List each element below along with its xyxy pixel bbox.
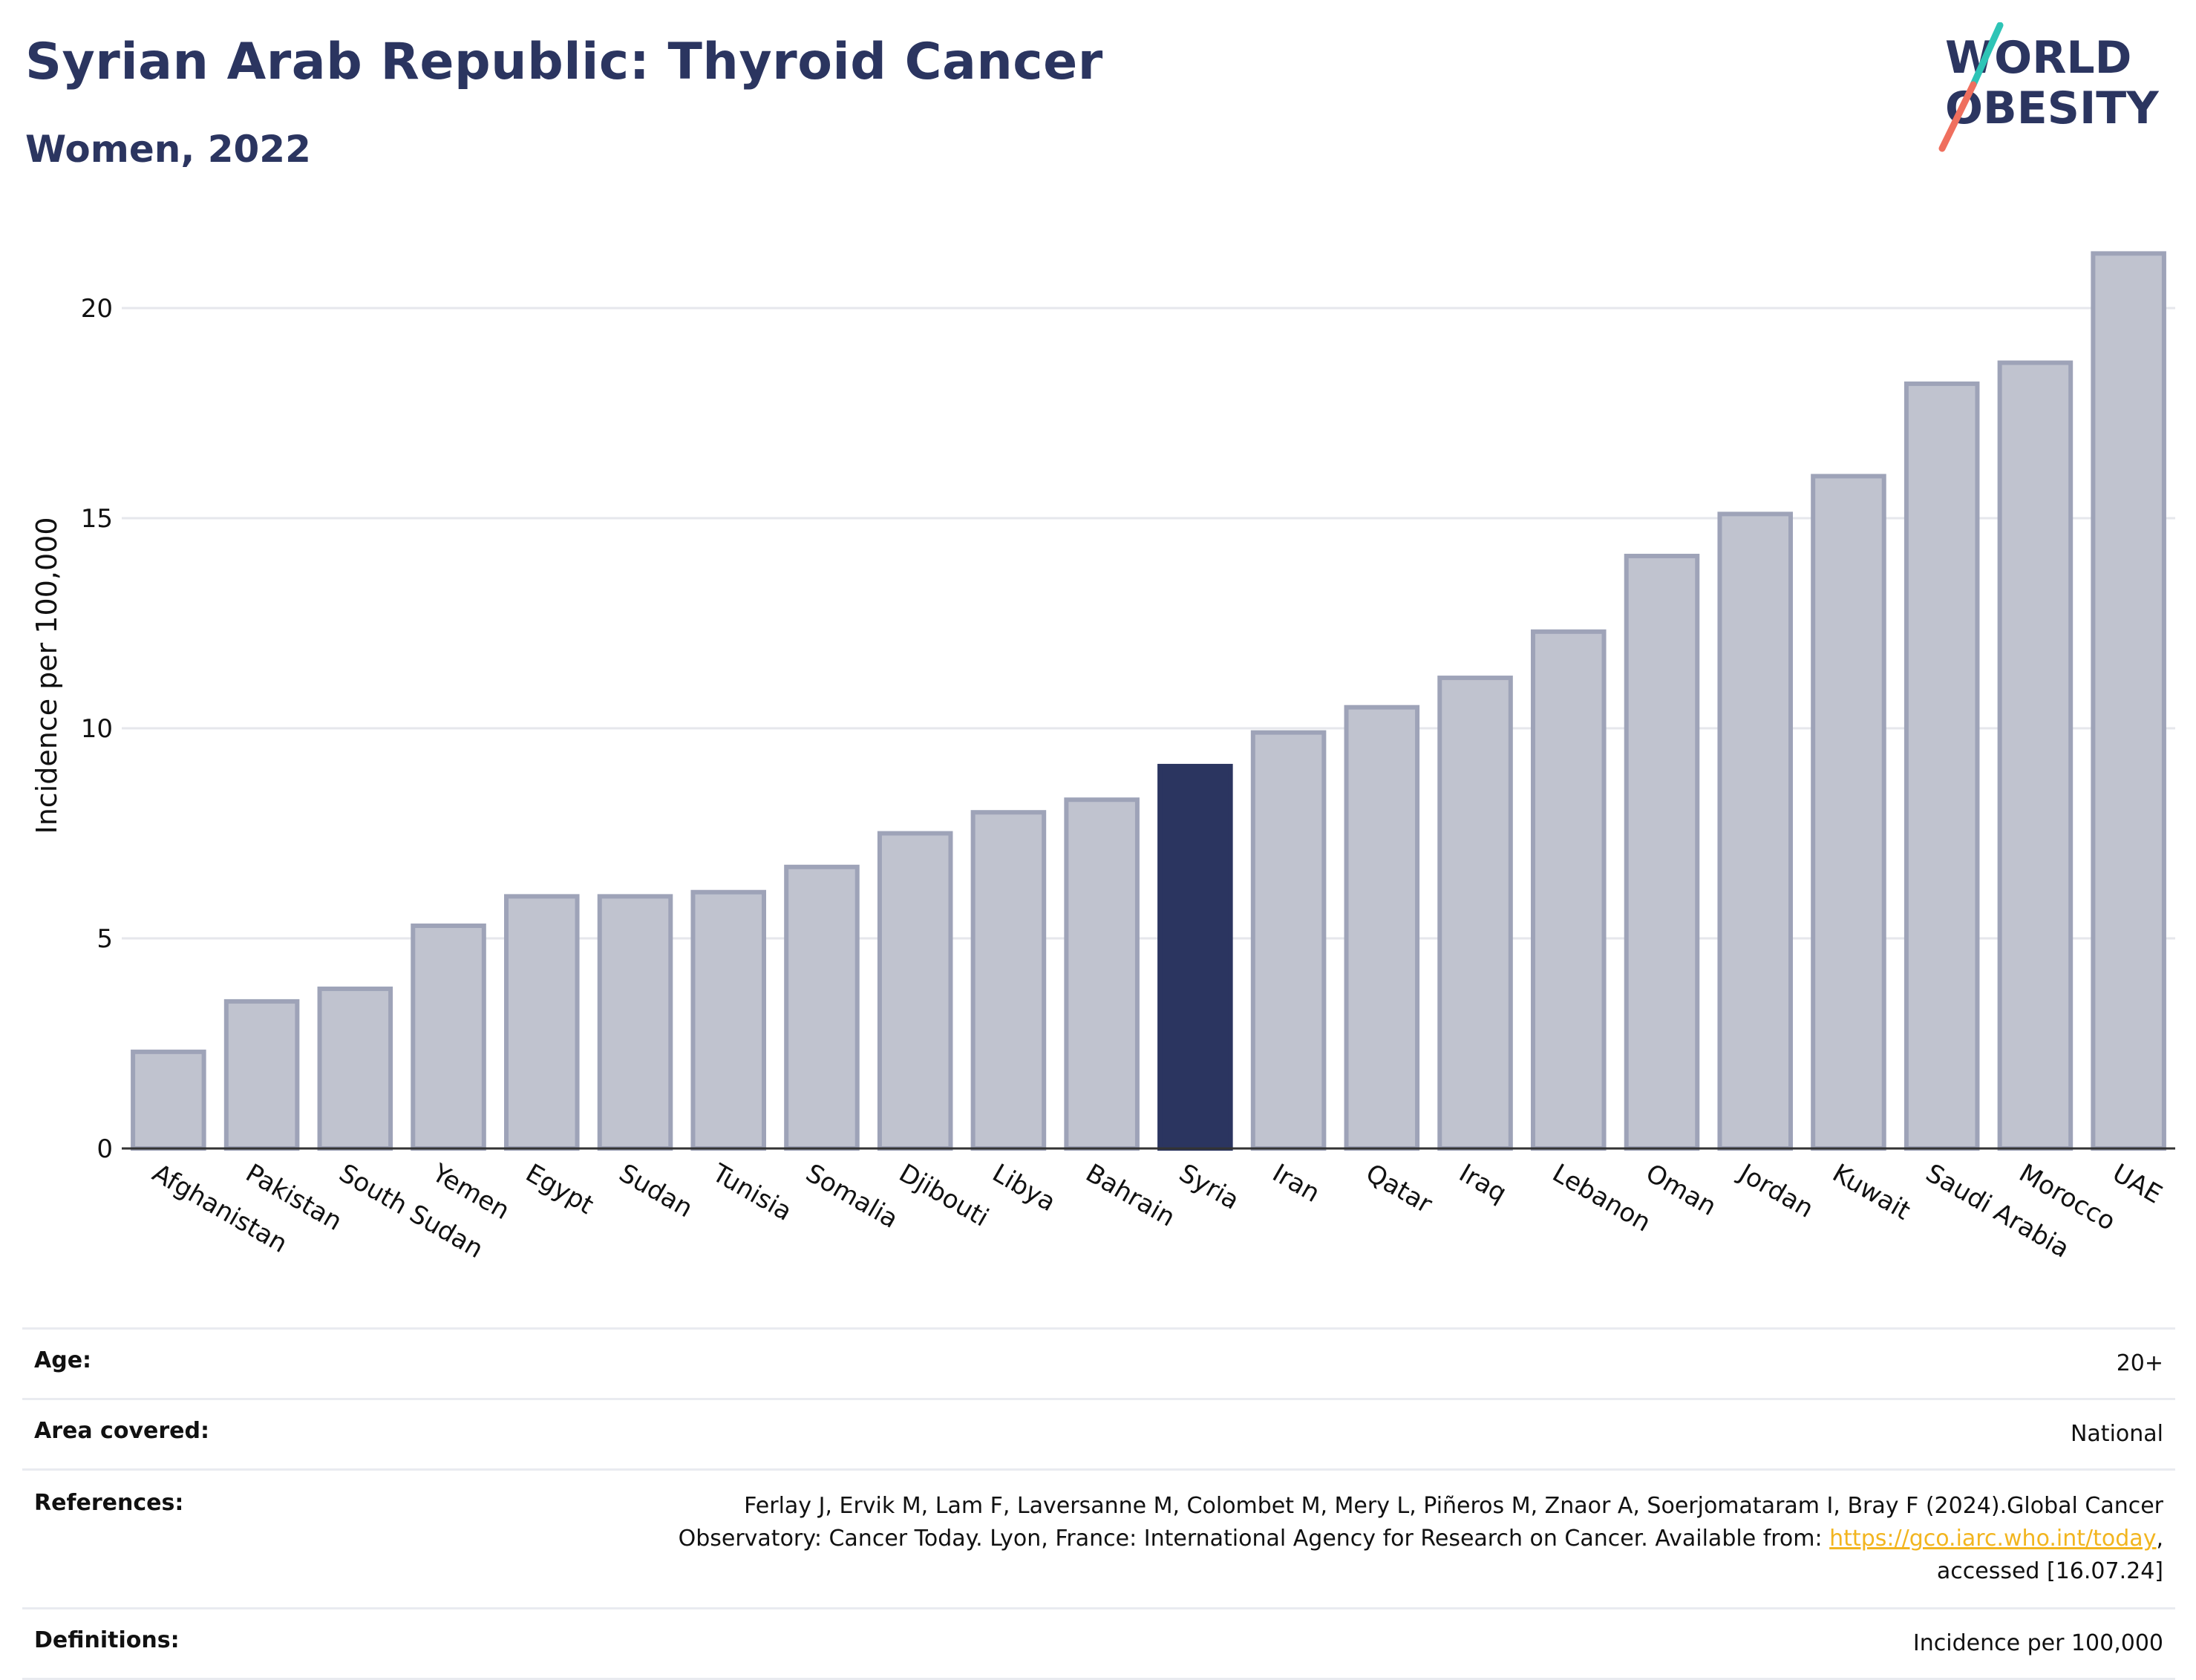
- x-tick-label: Sudan: [614, 1158, 698, 1223]
- logo-slash-top: [1970, 22, 2004, 88]
- logo-line-2: OBESITY: [1945, 82, 2160, 134]
- bar-afghanistan: [131, 1049, 206, 1151]
- x-tick-label: Qatar: [1361, 1158, 1437, 1220]
- x-tick-label: Libya: [987, 1158, 1061, 1217]
- x-tick-label: Iraq: [1454, 1158, 1512, 1209]
- bar-djibouti: [877, 831, 953, 1151]
- x-tick-label: Lebanon: [1547, 1158, 1656, 1238]
- y-axis: 0 5 10 15 20: [81, 294, 113, 1164]
- bar-pakistan: [223, 998, 300, 1151]
- bar-bahrain: [1064, 797, 1140, 1151]
- x-tick-label: Somalia: [800, 1158, 903, 1235]
- x-tick-label: Egypt: [520, 1158, 598, 1220]
- bar-syria: [1157, 763, 1233, 1151]
- logo-slash-bottom: [1938, 81, 1977, 152]
- definitions-value: Incidence per 100,000: [1912, 1630, 2163, 1656]
- y-tick-label: 5: [97, 924, 113, 954]
- bar-saudi-arabia: [1903, 381, 1980, 1151]
- y-tick-label: 15: [81, 504, 113, 534]
- references-line-1: Ferlay J, Ervik M, Lam F, Laversanne M, …: [744, 1493, 2163, 1519]
- bar-lebanon: [1530, 629, 1607, 1151]
- bar-libya: [970, 810, 1047, 1151]
- info-row-area: Area covered: National: [22, 1398, 2175, 1468]
- bar-uae: [2091, 251, 2166, 1151]
- x-tick-label: Kuwait: [1827, 1158, 1915, 1226]
- y-tick-label: 0: [97, 1134, 113, 1164]
- age-value: 20+: [2116, 1350, 2163, 1376]
- bar-yemen: [411, 924, 486, 1151]
- y-axis-title: Incidence per 100,000: [30, 517, 63, 834]
- bar-somalia: [784, 864, 860, 1151]
- references-line-2: Observatory: Cancer Today. Lyon, France:…: [678, 1526, 1830, 1552]
- definitions-label: Definitions:: [34, 1627, 180, 1653]
- bar-morocco: [1997, 360, 2074, 1151]
- y-tick-label: 10: [81, 714, 113, 744]
- age-label: Age:: [34, 1347, 92, 1373]
- references-line-2-end: ,: [2156, 1526, 2163, 1552]
- world-obesity-logo: WORLD OBESITY: [1938, 22, 2160, 152]
- info-row-age: Age: 20+: [22, 1327, 2175, 1398]
- bar-iraq: [1437, 676, 1513, 1151]
- references-link[interactable]: https://gco.iarc.who.int/today: [1829, 1526, 2157, 1552]
- x-tick-label: Jordan: [1733, 1157, 1818, 1224]
- x-tick-label: Syria: [1174, 1158, 1244, 1216]
- x-tick-label: Bahrain: [1081, 1158, 1180, 1232]
- info-table: Age: 20+ Area covered: National Referenc…: [22, 1327, 2175, 1680]
- references-value: Ferlay J, Ervik M, Lam F, Laversanne M, …: [679, 1490, 2163, 1588]
- x-tick-label: Iran: [1267, 1158, 1324, 1209]
- area-value: National: [2070, 1421, 2163, 1447]
- bar-kuwait: [1811, 474, 1886, 1151]
- references-label: References:: [34, 1490, 184, 1516]
- info-row-references: References: Ferlay J, Ervik M, Lam F, La…: [22, 1468, 2175, 1607]
- bar-jordan: [1717, 511, 1794, 1151]
- bar-south-sudan: [317, 986, 393, 1151]
- y-tick-label: 20: [81, 294, 113, 324]
- bar-qatar: [1344, 705, 1420, 1151]
- info-row-definitions: Definitions: Incidence per 100,000: [22, 1607, 2175, 1680]
- x-tick-label: Tunisia: [707, 1158, 797, 1227]
- bar-sudan: [597, 894, 673, 1151]
- page-title: Syrian Arab Republic: Thyroid Cancer: [25, 33, 1103, 91]
- chart-bars: [131, 251, 2166, 1151]
- bar-iran: [1250, 730, 1327, 1151]
- page-subtitle: Women, 2022: [25, 128, 311, 171]
- bar-egypt: [503, 894, 580, 1151]
- bar-tunisia: [690, 889, 767, 1151]
- x-tick-label: UAE: [2108, 1158, 2167, 1209]
- references-line-3: accessed [16.07.24]: [1936, 1558, 2163, 1584]
- x-tick-label: Djibouti: [894, 1158, 993, 1233]
- bar-oman: [1624, 553, 1700, 1151]
- area-label: Area covered:: [34, 1418, 209, 1444]
